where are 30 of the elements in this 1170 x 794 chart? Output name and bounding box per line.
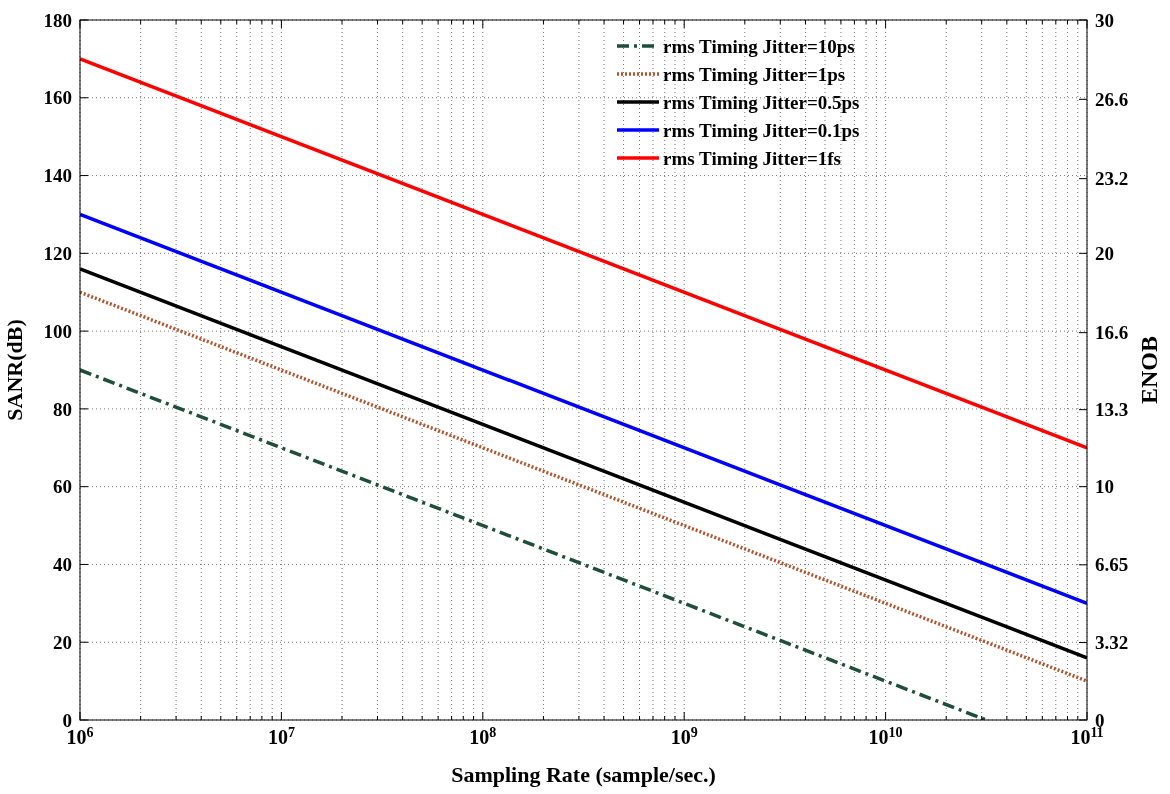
legend-label: rms Timing Jitter=10ps [663,35,855,57]
y2-axis-title: ENOB [1136,335,1162,405]
y2-tick-label: 20 [1095,242,1114,264]
x-axis-title: Sampling Rate (sample/sec.) [451,762,716,787]
y-tick-label: 40 [53,554,72,576]
y-tick-label: 80 [53,398,72,420]
y2-tick-label: 13.3 [1095,399,1129,421]
y-axis-title: SANR(dB) [2,319,27,421]
y-tick-label: 60 [53,476,72,498]
y2-tick-label: 3.32 [1095,632,1129,654]
legend-label: rms Timing Jitter=0.5ps [663,91,860,113]
y-tick-label: 100 [43,320,72,342]
y-tick-label: 160 [43,87,72,109]
y-tick-label: 140 [43,165,72,187]
y2-tick-label: 30 [1095,9,1114,31]
legend-label: rms Timing Jitter=1ps [663,63,846,85]
legend-label: rms Timing Jitter=1fs [663,147,841,169]
y2-tick-label: 10 [1095,476,1114,498]
legend-label: rms Timing Jitter=0.1ps [663,119,860,141]
y2-tick-label: 6.65 [1095,554,1129,576]
x-tick-label: 10$^{7}$ [267,724,295,748]
y2-tick-label: 26.6 [1095,88,1129,110]
y-tick-label: 20 [53,631,72,653]
x-tick-label: 10$^{8}$ [469,724,497,748]
x-tick-label: 10$^{10}$ [868,724,903,748]
y-tick-label: 180 [43,9,72,31]
y2-tick-label: 16.6 [1095,322,1129,344]
y2-tick-label: 23.2 [1095,168,1129,190]
y-tick-label: 120 [43,242,72,264]
x-tick-label: 10$^{9}$ [670,724,698,748]
